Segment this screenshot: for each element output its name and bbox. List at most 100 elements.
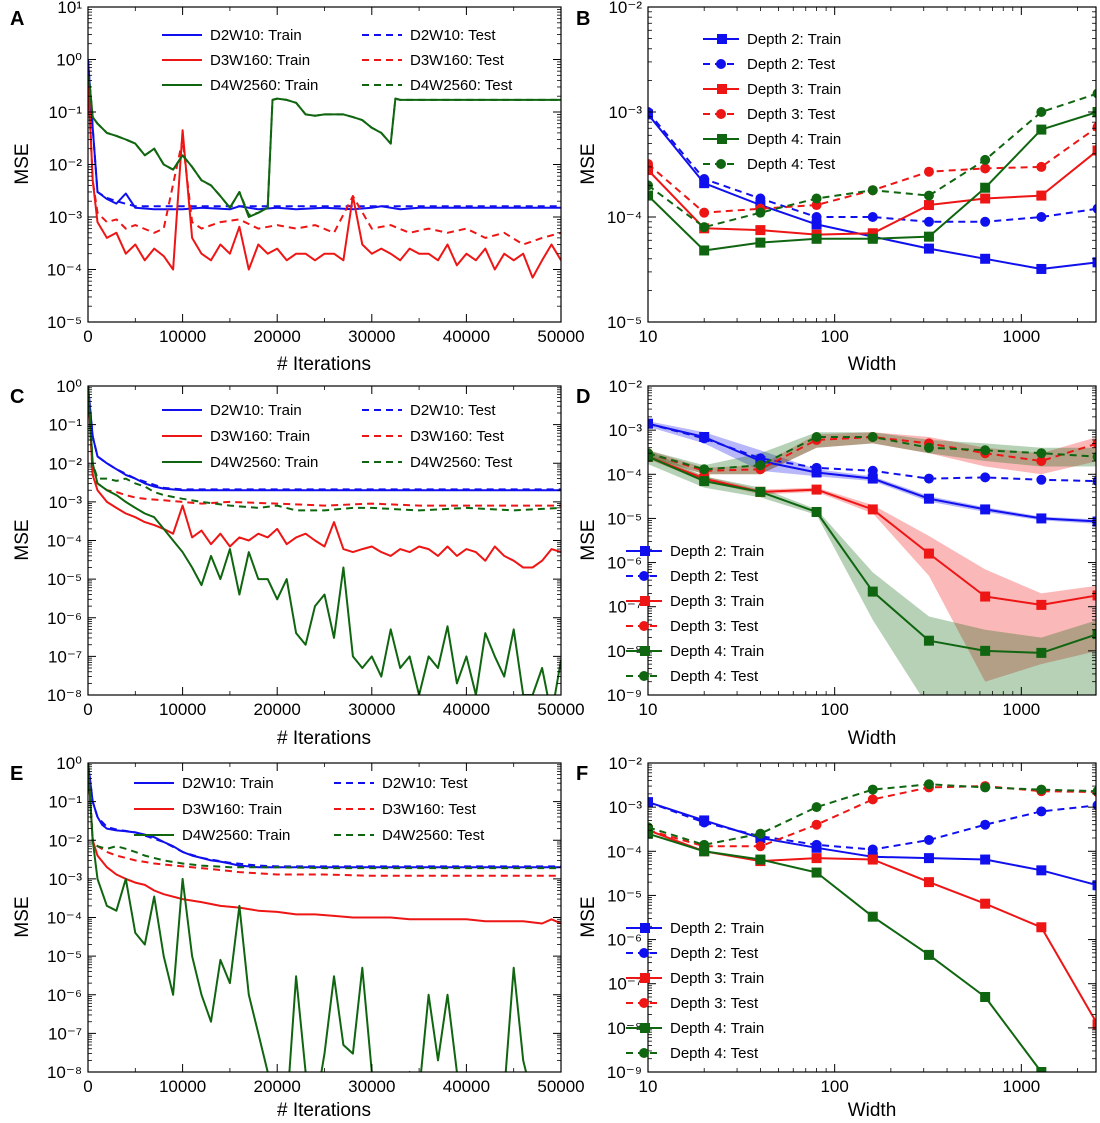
data-point: [648, 418, 653, 429]
series-line: [648, 801, 1096, 851]
data-point: [980, 182, 991, 193]
data-point: [923, 835, 934, 846]
data-point: [980, 819, 991, 830]
data-point: [755, 828, 766, 839]
data-point: [1036, 212, 1047, 222]
legend-marker: [639, 571, 649, 581]
data-point: [1036, 647, 1047, 658]
plot-area: [88, 59, 561, 279]
legend-label: Depth 4: Test: [670, 1045, 759, 1062]
x-tick-label: 50000: [537, 700, 584, 719]
legend-label: D3W160: Test: [410, 428, 505, 445]
series-line: [648, 801, 1096, 886]
x-tick-label: 10: [639, 327, 658, 346]
legend-marker: [717, 34, 727, 44]
series-line: [88, 763, 561, 868]
series-line: [88, 763, 561, 870]
legend-label: D4W2560: Train: [182, 827, 290, 844]
y-tick-label: 10⁻⁸: [607, 642, 642, 661]
data-point: [980, 854, 991, 865]
data-point: [1092, 203, 1096, 214]
data-point: [699, 433, 710, 444]
legend-label: D3W160: Test: [382, 801, 477, 818]
data-point: [699, 207, 710, 218]
data-point: [1036, 448, 1047, 459]
data-point: [699, 245, 710, 256]
y-tick-label: 10⁻⁷: [608, 975, 642, 994]
data-point: [755, 225, 766, 236]
x-tick-label: 100: [820, 700, 848, 719]
data-point: [1036, 806, 1047, 817]
legend-label: Depth 3: Test: [747, 106, 836, 123]
legend-label: Depth 3: Test: [670, 618, 759, 635]
panel-B: B Width MSE 10⁻⁵ 10⁻⁴ 10⁻³ 10⁻² 10 100 1000 Dep…: [576, 0, 1097, 375]
x-axis-label: # Iterations: [277, 354, 371, 375]
data-point: [1092, 1019, 1096, 1030]
x-tick-label: 10000: [159, 1077, 206, 1096]
data-point: [923, 853, 934, 864]
y-tick-label: 10⁻⁵: [47, 947, 82, 966]
legend-label: D2W10: Train: [210, 402, 302, 419]
x-tick-label: 10: [639, 1077, 658, 1096]
legend-marker: [717, 84, 727, 94]
panel-letter: F: [576, 763, 588, 785]
plot-frame: [647, 385, 1097, 696]
data-point: [648, 165, 653, 176]
x-axis-label: Width: [848, 354, 897, 375]
data-point: [980, 193, 991, 204]
series-line: [88, 763, 561, 925]
confidence-band: [648, 450, 1096, 695]
legend-label: D3W160: Train: [210, 52, 310, 69]
series-line: [88, 75, 561, 216]
data-point: [755, 237, 766, 248]
y-tick-label: 10⁻³: [608, 798, 642, 817]
data-point: [1036, 1067, 1047, 1072]
y-tick-label: 10⁻⁴: [607, 465, 642, 484]
data-point: [923, 493, 934, 504]
data-point: [648, 828, 653, 839]
legend-label: D3W160: Train: [182, 801, 282, 818]
legend-marker: [639, 1048, 649, 1058]
x-tick-label: 50000: [537, 327, 584, 346]
data-point: [699, 174, 710, 185]
data-point: [1092, 451, 1096, 462]
series-line: [88, 75, 561, 246]
data-point: [755, 486, 766, 497]
data-point: [1036, 190, 1047, 201]
y-tick-label: 10⁻²: [48, 156, 82, 175]
x-tick-label: 0: [83, 700, 92, 719]
plot-area: [648, 779, 1096, 1072]
panel-letter: B: [576, 8, 590, 30]
data-point: [980, 216, 991, 227]
series-line: [648, 783, 1096, 846]
y-tick-label: 10⁻⁸: [47, 1063, 82, 1082]
y-tick-label: 10⁻²: [48, 454, 82, 473]
data-point: [980, 898, 991, 909]
legend-label: D2W10: Train: [182, 775, 274, 792]
series-line: [88, 386, 561, 695]
y-tick-label: 10⁻⁶: [47, 986, 82, 1005]
data-point: [648, 797, 653, 808]
series-line: [88, 386, 561, 569]
x-tick-label: 30000: [348, 700, 395, 719]
confidence-band: [648, 432, 1096, 475]
data-point: [755, 207, 766, 218]
legend-label: Depth 3: Train: [670, 593, 764, 610]
x-tick-label: 20000: [254, 700, 301, 719]
data-point: [811, 462, 822, 473]
data-point: [867, 473, 878, 484]
data-point: [811, 219, 822, 230]
panel-letter: D: [576, 386, 590, 408]
plot-area: [88, 386, 561, 695]
x-tick-label: 30000: [348, 327, 395, 346]
legend-label: D2W10: Test: [410, 402, 496, 419]
data-point: [755, 841, 766, 852]
y-tick-label: 10⁰: [56, 51, 82, 70]
legend-label: Depth 3: Train: [747, 81, 841, 98]
data-point: [923, 190, 934, 201]
x-tick-label: 1000: [1002, 1077, 1040, 1096]
legend-marker: [716, 159, 726, 169]
legend-label: Depth 3: Train: [670, 970, 764, 987]
y-tick-label: 10⁻⁷: [608, 598, 642, 617]
